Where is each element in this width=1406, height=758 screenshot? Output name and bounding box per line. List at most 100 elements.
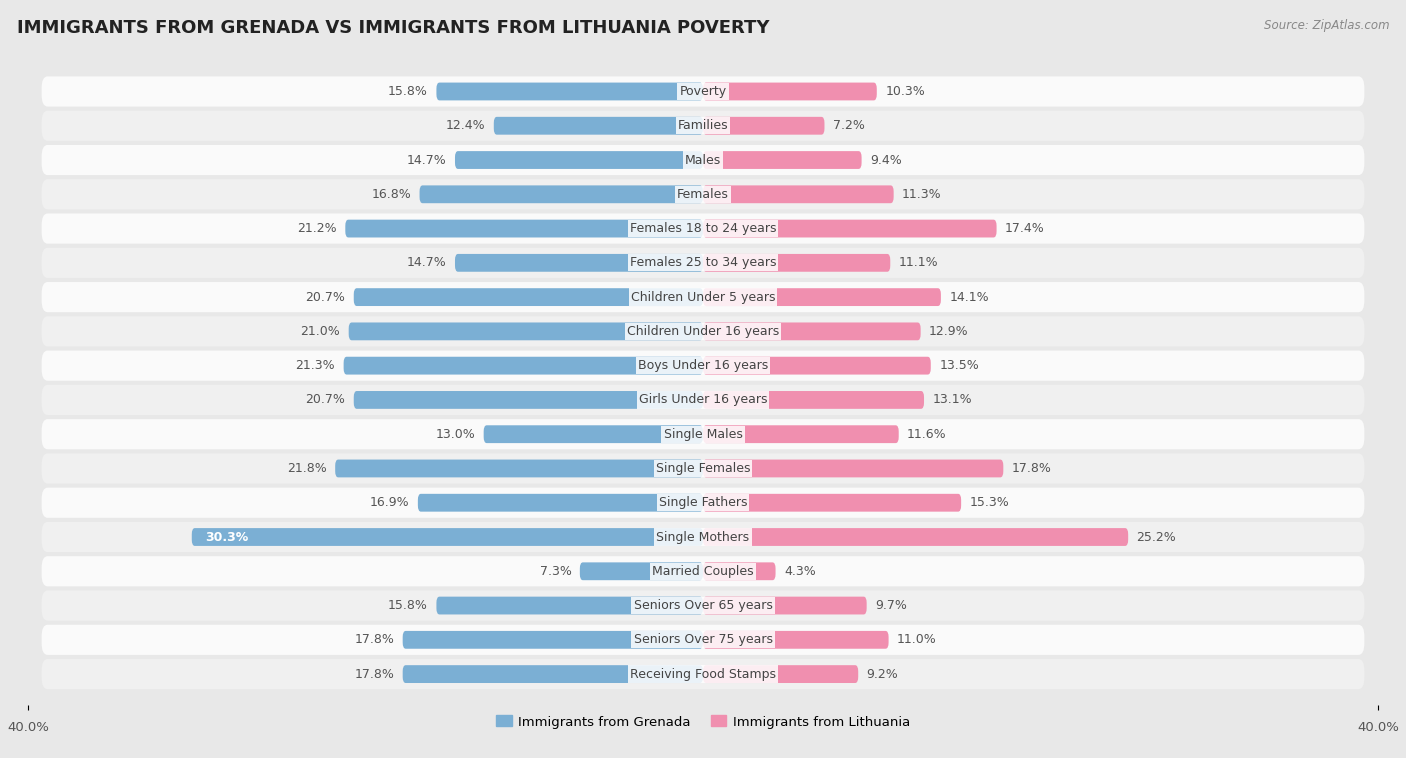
- FancyBboxPatch shape: [703, 666, 858, 683]
- FancyBboxPatch shape: [703, 597, 866, 615]
- Text: 12.4%: 12.4%: [446, 119, 485, 132]
- FancyBboxPatch shape: [42, 659, 1364, 689]
- FancyBboxPatch shape: [42, 248, 1364, 278]
- FancyBboxPatch shape: [346, 220, 703, 237]
- FancyBboxPatch shape: [42, 316, 1364, 346]
- FancyBboxPatch shape: [42, 556, 1364, 587]
- FancyBboxPatch shape: [484, 425, 703, 443]
- Text: 9.2%: 9.2%: [866, 668, 898, 681]
- FancyBboxPatch shape: [703, 357, 931, 374]
- Text: Poverty: Poverty: [679, 85, 727, 98]
- FancyBboxPatch shape: [703, 631, 889, 649]
- FancyBboxPatch shape: [703, 322, 921, 340]
- Text: 14.1%: 14.1%: [949, 290, 988, 304]
- Text: 11.1%: 11.1%: [898, 256, 938, 269]
- Text: Females 25 to 34 years: Females 25 to 34 years: [630, 256, 776, 269]
- Text: 9.7%: 9.7%: [875, 599, 907, 612]
- Text: 4.3%: 4.3%: [785, 565, 815, 578]
- Text: Children Under 5 years: Children Under 5 years: [631, 290, 775, 304]
- FancyBboxPatch shape: [42, 145, 1364, 175]
- FancyBboxPatch shape: [354, 391, 703, 409]
- Text: 13.0%: 13.0%: [436, 428, 475, 440]
- FancyBboxPatch shape: [703, 528, 1128, 546]
- Text: 7.3%: 7.3%: [540, 565, 571, 578]
- Text: Boys Under 16 years: Boys Under 16 years: [638, 359, 768, 372]
- FancyBboxPatch shape: [335, 459, 703, 478]
- FancyBboxPatch shape: [42, 111, 1364, 141]
- FancyBboxPatch shape: [343, 357, 703, 374]
- Text: 21.3%: 21.3%: [295, 359, 335, 372]
- FancyBboxPatch shape: [703, 391, 924, 409]
- FancyBboxPatch shape: [354, 288, 703, 306]
- Text: Receiving Food Stamps: Receiving Food Stamps: [630, 668, 776, 681]
- FancyBboxPatch shape: [703, 254, 890, 272]
- Text: 15.8%: 15.8%: [388, 599, 427, 612]
- FancyBboxPatch shape: [436, 597, 703, 615]
- FancyBboxPatch shape: [42, 282, 1364, 312]
- Text: Source: ZipAtlas.com: Source: ZipAtlas.com: [1264, 19, 1389, 32]
- FancyBboxPatch shape: [703, 425, 898, 443]
- Text: Single Females: Single Females: [655, 462, 751, 475]
- Text: 14.7%: 14.7%: [406, 256, 447, 269]
- Text: 25.2%: 25.2%: [1136, 531, 1177, 543]
- Text: 16.9%: 16.9%: [370, 496, 409, 509]
- FancyBboxPatch shape: [42, 590, 1364, 621]
- Text: Seniors Over 65 years: Seniors Over 65 years: [634, 599, 772, 612]
- FancyBboxPatch shape: [456, 254, 703, 272]
- FancyBboxPatch shape: [42, 385, 1364, 415]
- Text: 17.8%: 17.8%: [354, 668, 394, 681]
- Text: 21.8%: 21.8%: [287, 462, 326, 475]
- Text: 17.4%: 17.4%: [1005, 222, 1045, 235]
- FancyBboxPatch shape: [703, 83, 877, 100]
- Text: 16.8%: 16.8%: [371, 188, 411, 201]
- FancyBboxPatch shape: [42, 419, 1364, 449]
- Text: 30.3%: 30.3%: [205, 531, 249, 543]
- FancyBboxPatch shape: [579, 562, 703, 580]
- Text: Families: Families: [678, 119, 728, 132]
- Text: 20.7%: 20.7%: [305, 393, 346, 406]
- FancyBboxPatch shape: [42, 625, 1364, 655]
- Text: Females 18 to 24 years: Females 18 to 24 years: [630, 222, 776, 235]
- Text: Females: Females: [678, 188, 728, 201]
- FancyBboxPatch shape: [402, 631, 703, 649]
- Legend: Immigrants from Grenada, Immigrants from Lithuania: Immigrants from Grenada, Immigrants from…: [491, 710, 915, 734]
- Text: 11.0%: 11.0%: [897, 634, 936, 647]
- Text: 13.1%: 13.1%: [932, 393, 972, 406]
- Text: 17.8%: 17.8%: [1012, 462, 1052, 475]
- Text: Seniors Over 75 years: Seniors Over 75 years: [634, 634, 772, 647]
- Text: 21.2%: 21.2%: [297, 222, 337, 235]
- Text: 7.2%: 7.2%: [832, 119, 865, 132]
- FancyBboxPatch shape: [42, 487, 1364, 518]
- Text: 15.8%: 15.8%: [388, 85, 427, 98]
- FancyBboxPatch shape: [703, 562, 776, 580]
- Text: 11.6%: 11.6%: [907, 428, 946, 440]
- FancyBboxPatch shape: [42, 453, 1364, 484]
- FancyBboxPatch shape: [191, 528, 703, 546]
- Text: 20.7%: 20.7%: [305, 290, 346, 304]
- FancyBboxPatch shape: [456, 151, 703, 169]
- Text: Single Fathers: Single Fathers: [659, 496, 747, 509]
- Text: IMMIGRANTS FROM GRENADA VS IMMIGRANTS FROM LITHUANIA POVERTY: IMMIGRANTS FROM GRENADA VS IMMIGRANTS FR…: [17, 19, 769, 37]
- Text: Males: Males: [685, 154, 721, 167]
- FancyBboxPatch shape: [402, 666, 703, 683]
- FancyBboxPatch shape: [703, 288, 941, 306]
- FancyBboxPatch shape: [703, 186, 894, 203]
- Text: Single Males: Single Males: [664, 428, 742, 440]
- Text: 13.5%: 13.5%: [939, 359, 979, 372]
- FancyBboxPatch shape: [349, 322, 703, 340]
- FancyBboxPatch shape: [494, 117, 703, 135]
- Text: Single Mothers: Single Mothers: [657, 531, 749, 543]
- FancyBboxPatch shape: [436, 83, 703, 100]
- FancyBboxPatch shape: [42, 214, 1364, 243]
- Text: 21.0%: 21.0%: [301, 325, 340, 338]
- FancyBboxPatch shape: [42, 522, 1364, 552]
- Text: Married Couples: Married Couples: [652, 565, 754, 578]
- FancyBboxPatch shape: [418, 493, 703, 512]
- Text: Girls Under 16 years: Girls Under 16 years: [638, 393, 768, 406]
- FancyBboxPatch shape: [703, 117, 824, 135]
- FancyBboxPatch shape: [42, 179, 1364, 209]
- Text: 10.3%: 10.3%: [886, 85, 925, 98]
- FancyBboxPatch shape: [42, 77, 1364, 107]
- Text: 9.4%: 9.4%: [870, 154, 901, 167]
- FancyBboxPatch shape: [703, 151, 862, 169]
